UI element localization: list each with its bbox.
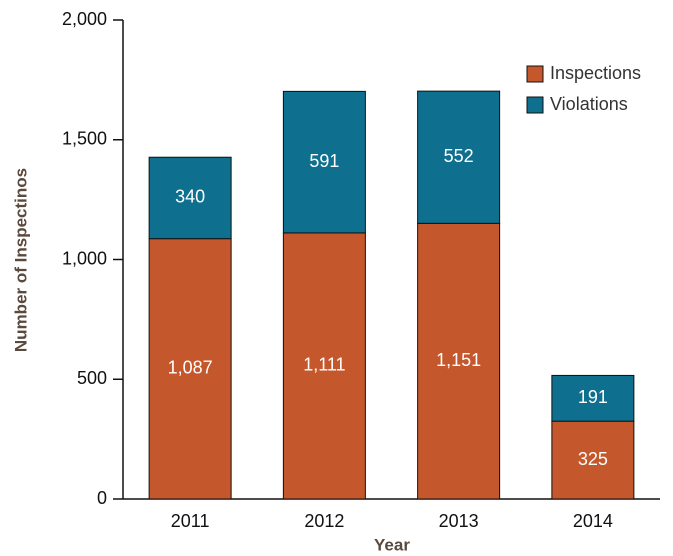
legend-label: Violations xyxy=(550,94,628,114)
legend-swatch xyxy=(526,65,544,83)
y-tick-label: 2,000 xyxy=(62,9,107,29)
y-tick-label: 500 xyxy=(77,368,107,388)
x-tick-label: 2014 xyxy=(573,511,613,531)
value-label: 591 xyxy=(309,151,339,171)
bar-segment xyxy=(282,90,366,234)
y-tick-label: 1,500 xyxy=(62,129,107,149)
x-axis-label: Year xyxy=(374,535,410,554)
value-label: 340 xyxy=(175,187,205,207)
x-tick-label: 2012 xyxy=(304,511,344,531)
value-label: 191 xyxy=(578,387,608,407)
bar-segment xyxy=(417,222,501,500)
bar-segment xyxy=(148,238,232,500)
y-tick-label: 1,000 xyxy=(62,248,107,268)
bar-segment xyxy=(148,156,232,240)
value-label: 325 xyxy=(578,449,608,469)
bar-segment xyxy=(551,420,635,500)
value-label: 1,111 xyxy=(303,355,345,375)
x-tick-label: 2013 xyxy=(439,511,479,531)
legend-swatch xyxy=(526,96,544,114)
legend-label: Inspections xyxy=(550,63,641,83)
x-tick-label: 2011 xyxy=(171,511,210,531)
value-label: 1,151 xyxy=(436,350,481,370)
bar-segment xyxy=(551,374,635,422)
bar-segment xyxy=(282,232,366,500)
y-tick-label: 0 xyxy=(97,488,107,508)
bar-segment xyxy=(417,90,501,224)
value-label: 1,087 xyxy=(168,358,213,378)
y-axis-label: Number of Inspectinos xyxy=(11,168,30,352)
value-label: 552 xyxy=(444,146,474,166)
